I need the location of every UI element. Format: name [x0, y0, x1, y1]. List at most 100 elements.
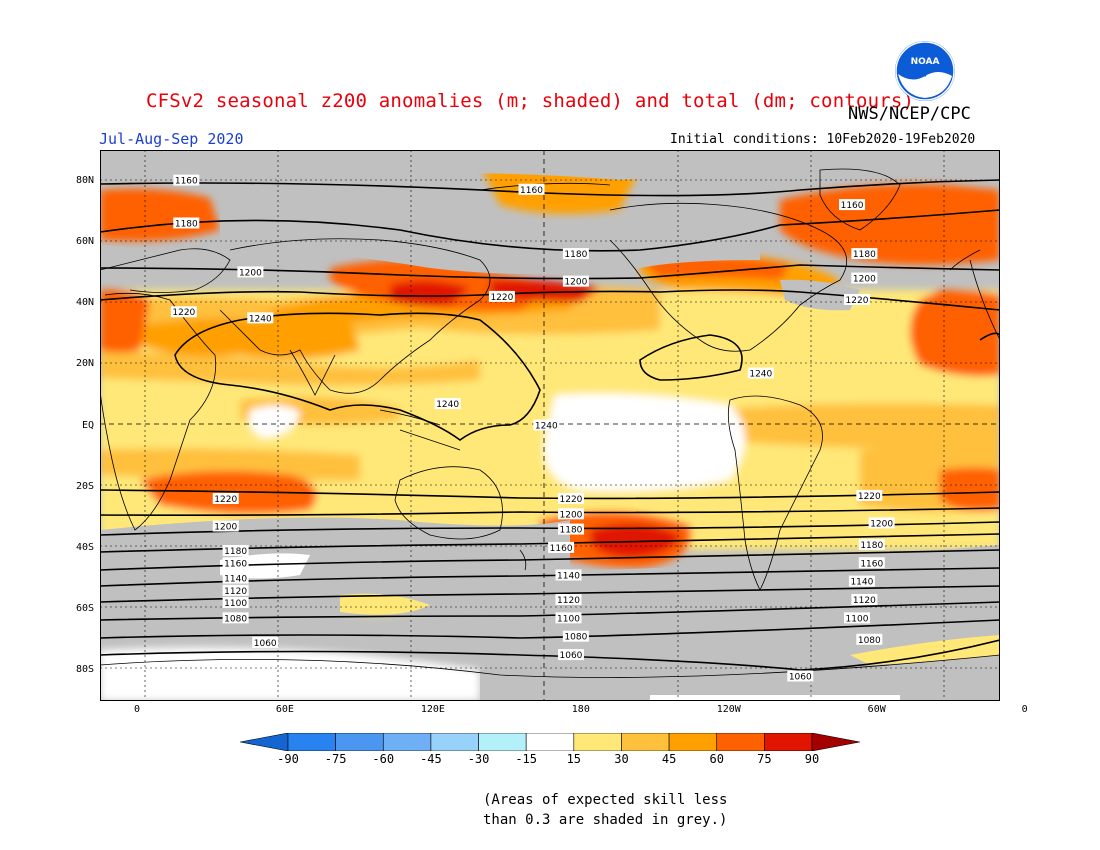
svg-text:1240: 1240 — [749, 369, 772, 379]
colorbar-swatch — [382, 733, 432, 751]
contour-label: 1120 — [851, 593, 878, 606]
svg-text:1220: 1220 — [214, 495, 237, 505]
lon-label: 0 — [1021, 704, 1028, 715]
svg-text:1180: 1180 — [175, 219, 198, 229]
contour-label: 1220 — [557, 492, 584, 505]
lat-label: 80S — [75, 664, 94, 676]
colorbar-tick-label: 45 — [661, 752, 677, 766]
colorbar-swatch — [525, 733, 575, 751]
contour-label: 1160 — [858, 557, 885, 569]
svg-text:1160: 1160 — [175, 177, 198, 187]
svg-text:1120: 1120 — [853, 596, 876, 606]
svg-text:1240: 1240 — [535, 422, 558, 432]
contour-label: 1180 — [557, 523, 584, 536]
svg-text:1120: 1120 — [224, 587, 247, 597]
svg-text:1140: 1140 — [557, 571, 580, 581]
lon-label: 60E — [275, 704, 294, 715]
contour-label: 1160 — [548, 541, 575, 554]
contour-label: 1180 — [173, 217, 200, 229]
colorbar-tick-label: -75 — [324, 752, 347, 766]
colorbar-swatch — [668, 733, 718, 751]
colorbar — [240, 733, 860, 751]
lon-label: 120W — [716, 704, 741, 715]
lon-label: 60W — [867, 704, 886, 715]
contour-label: 1160 — [222, 557, 249, 569]
svg-text:1220: 1220 — [490, 293, 513, 303]
svg-text:1080: 1080 — [224, 614, 247, 624]
svg-text:1160: 1160 — [520, 186, 543, 196]
lon-label: 120E — [420, 704, 445, 715]
colorbar-swatch — [811, 733, 860, 751]
svg-text:1220: 1220 — [560, 495, 583, 505]
colorbar-swatch — [430, 733, 479, 751]
colorbar-tick-label: -30 — [467, 752, 490, 766]
colorbar-tick-label: 90 — [804, 752, 820, 766]
svg-text:1140: 1140 — [224, 575, 247, 585]
contour-label: 1240 — [747, 367, 774, 379]
svg-text:1100: 1100 — [224, 599, 247, 609]
colorbar-swatch — [573, 733, 622, 751]
lat-label: 40N — [75, 297, 94, 309]
colorbar-tick-label: 30 — [614, 752, 629, 766]
svg-text:1080: 1080 — [564, 633, 587, 643]
contour-label: 1140 — [555, 569, 582, 581]
colorbar-tick-label: 75 — [757, 752, 772, 766]
colorbar-tick-label: -15 — [515, 752, 538, 766]
svg-text:1180: 1180 — [560, 526, 583, 536]
colorbar-tick-label: -45 — [420, 752, 442, 766]
colorbar-swatch — [287, 733, 336, 751]
lat-label: 20S — [75, 480, 94, 492]
contour-label: 1240 — [247, 312, 274, 324]
svg-text:1200: 1200 — [564, 278, 587, 288]
svg-text:1200: 1200 — [239, 268, 262, 278]
contour-label: 1120 — [222, 584, 249, 597]
contour-label: 1100 — [843, 612, 870, 624]
contour-label: 1220 — [488, 290, 515, 303]
svg-text:1060: 1060 — [560, 651, 583, 661]
lat-label: 20N — [75, 358, 94, 370]
lat-label: EQ — [81, 419, 94, 431]
svg-text:1060: 1060 — [789, 673, 812, 683]
contour-label: 1080 — [562, 630, 589, 643]
svg-text:1220: 1220 — [172, 308, 195, 318]
colorbar-swatch — [621, 733, 670, 751]
svg-text:1160: 1160 — [550, 544, 573, 554]
contour-label: 1200 — [562, 275, 589, 288]
svg-text:1240: 1240 — [436, 400, 459, 410]
contour-label: 1160 — [173, 174, 200, 187]
contour-label: 1180 — [851, 248, 878, 260]
svg-text:1180: 1180 — [860, 541, 883, 551]
contour-label: 1200 — [868, 517, 895, 529]
contour-label: 1180 — [858, 538, 885, 551]
contour-label: 1140 — [848, 575, 875, 588]
svg-text:1180: 1180 — [224, 547, 247, 557]
contour-label: 1240 — [533, 419, 560, 432]
lon-label: 0 — [133, 704, 140, 715]
lat-label: 60N — [75, 235, 94, 247]
contour-label: 1180 — [222, 545, 249, 557]
colorbar-tick-label: 60 — [709, 752, 724, 766]
lon-label: 180 — [571, 704, 590, 715]
agency-label: NWS/NCEP/CPC — [848, 104, 971, 124]
chart-title: CFSv2 seasonal z200 anomalies (m; shaded… — [146, 90, 915, 112]
colorbar-tick-label: -90 — [277, 752, 299, 766]
svg-text:1120: 1120 — [557, 596, 580, 606]
contour-label: 1080 — [856, 633, 883, 646]
contour-label: 1060 — [787, 670, 814, 683]
contour-label: 1080 — [222, 612, 249, 624]
svg-text:1100: 1100 — [557, 614, 580, 624]
svg-text:1180: 1180 — [564, 250, 587, 260]
contour-label: 1200 — [851, 272, 878, 285]
svg-text:1240: 1240 — [249, 314, 272, 324]
initial-conditions-label: Initial conditions: 10Feb2020-19Feb2020 — [670, 132, 976, 147]
contour-label: 1100 — [222, 597, 249, 609]
svg-text:1200: 1200 — [214, 523, 237, 533]
svg-text:1220: 1220 — [858, 492, 881, 502]
svg-text:1060: 1060 — [254, 639, 277, 649]
contour-label: 1200 — [237, 266, 264, 278]
svg-text:1100: 1100 — [846, 614, 869, 624]
svg-text:1200: 1200 — [870, 519, 893, 529]
contour-label: 1180 — [562, 248, 589, 260]
lat-label: 80N — [75, 174, 94, 186]
contour-label: 1220 — [843, 293, 870, 306]
